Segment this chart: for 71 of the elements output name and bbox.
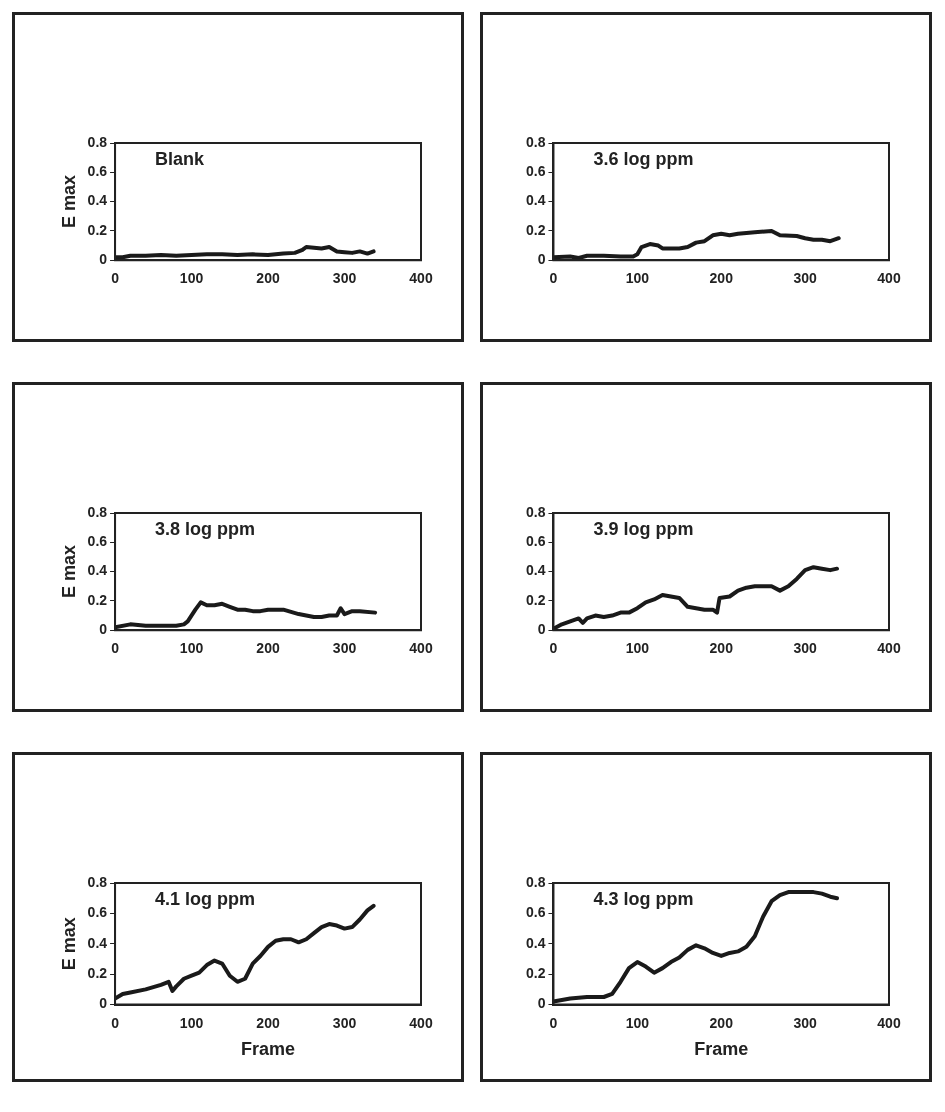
x-tick-label: 100 [179,640,204,657]
y-tick-label: 0.8 [525,873,546,890]
x-tick-label: 0 [111,640,120,657]
x-tick-label: 200 [709,270,734,287]
y-tick-label: 0.8 [87,873,108,890]
chart-title: 4.3 log ppm [593,888,694,909]
y-tick-label: 0.4 [87,192,108,209]
x-tick-label: 300 [793,270,818,287]
x-tick-label: 0 [111,270,120,287]
y-tick-label: 0.4 [87,562,108,579]
x-tick-label: 300 [332,640,357,657]
y-axis-title: E max [58,545,79,599]
x-tick-label: 0 [549,1014,558,1031]
y-tick-label: 0.2 [87,965,108,982]
y-tick-label: 0.4 [525,192,546,209]
y-tick-label: 0 [537,621,546,638]
x-tick-label: 400 [877,640,901,657]
y-tick-label: 0.6 [87,533,108,550]
y-tick-label: 0.2 [525,221,546,238]
y-tick-label: 0 [537,251,546,268]
y-tick-label: 0 [537,995,546,1012]
x-tick-label: 200 [256,1014,280,1031]
y-tick-label: 0.2 [87,221,108,238]
y-axis-title: E max [58,917,79,971]
x-tick-label: 0 [111,1014,120,1031]
x-tick-label: 400 [877,270,901,287]
x-tick-label: 100 [179,1014,204,1031]
y-tick-label: 0.6 [87,904,108,921]
x-tick-label: 100 [625,1014,650,1031]
y-tick-label: 0.8 [87,133,108,150]
x-axis-title: Frame [694,1039,749,1060]
x-tick-label: 0 [549,640,558,657]
chart-title: 3.6 log ppm [593,148,694,169]
x-tick-label: 100 [625,640,650,657]
x-tick-label: 300 [332,1014,357,1031]
y-tick-label: 0 [99,621,108,638]
y-tick-label: 0.2 [87,591,108,608]
y-tick-label: 0.8 [87,503,108,520]
x-tick-label: 300 [332,270,357,287]
y-tick-label: 0.6 [87,163,108,180]
y-tick-label: 0.6 [525,533,546,550]
y-tick-label: 0.4 [87,934,108,951]
x-tick-label: 200 [256,270,280,287]
x-tick-label: 200 [709,1014,734,1031]
y-axis-title: E max [58,175,79,229]
x-tick-label: 400 [409,1014,433,1031]
x-tick-label: 200 [256,640,280,657]
y-tick-label: 0.6 [525,904,546,921]
chart-title: 3.8 log ppm [155,518,256,539]
y-tick-label: 0 [99,995,108,1012]
y-tick-label: 0.8 [525,503,546,520]
x-tick-label: 100 [179,270,204,287]
x-tick-label: 200 [709,640,734,657]
y-tick-label: 0.6 [525,163,546,180]
x-tick-label: 300 [793,1014,818,1031]
x-tick-label: 300 [793,640,818,657]
y-tick-label: 0.4 [525,562,546,579]
y-tick-label: 0.8 [525,133,546,150]
y-tick-label: 0 [99,251,108,268]
x-tick-label: 100 [625,270,650,287]
chart-title: Blank [155,148,206,169]
x-tick-label: 0 [549,270,558,287]
x-axis-title: Frame [241,1039,296,1060]
chart-title: 3.9 log ppm [593,518,694,539]
chart-title: 4.1 log ppm [155,888,256,909]
y-tick-label: 0.2 [525,591,546,608]
y-tick-label: 0.4 [525,934,546,951]
x-tick-label: 400 [409,270,433,287]
x-tick-label: 400 [877,1014,901,1031]
x-tick-label: 400 [409,640,433,657]
y-tick-label: 0.2 [525,965,546,982]
